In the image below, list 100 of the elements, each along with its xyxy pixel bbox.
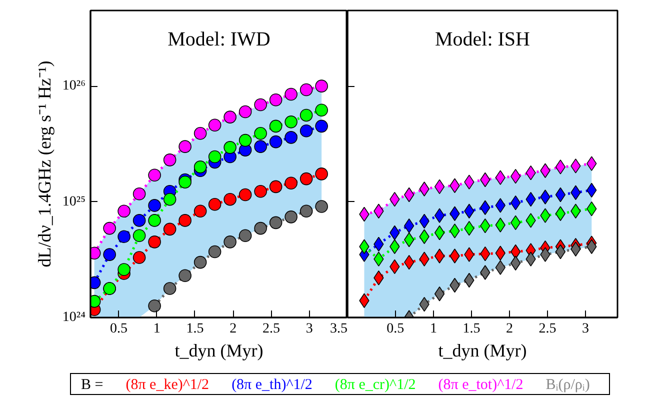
point xyxy=(495,170,506,185)
y-tick-label: 10²⁶ xyxy=(62,78,86,94)
point xyxy=(434,179,445,194)
point xyxy=(464,174,474,190)
point xyxy=(132,188,146,200)
x-tick-label: 3 xyxy=(582,322,590,336)
point xyxy=(315,120,328,133)
point xyxy=(419,252,430,266)
x-tick-label: 1 xyxy=(153,322,160,336)
point xyxy=(224,236,236,248)
point xyxy=(300,83,313,96)
point xyxy=(178,214,192,227)
point xyxy=(254,140,267,153)
point xyxy=(480,265,490,280)
point xyxy=(284,176,298,190)
point xyxy=(194,160,207,174)
point xyxy=(208,118,222,132)
point xyxy=(269,135,282,148)
point xyxy=(118,263,130,276)
point xyxy=(300,172,313,186)
point xyxy=(300,108,313,122)
point xyxy=(434,248,445,264)
y-tick-label: 10²⁵ xyxy=(62,194,86,210)
point xyxy=(450,248,460,264)
point xyxy=(555,206,566,222)
point xyxy=(374,252,384,266)
point xyxy=(284,116,298,128)
point xyxy=(269,93,282,106)
text: (8π e_th)^1/2 xyxy=(232,377,312,393)
point xyxy=(540,247,550,262)
point xyxy=(103,248,116,261)
x-tick-label: 0.5 xyxy=(110,322,128,336)
x-tick-label: 0.5 xyxy=(386,322,404,336)
point xyxy=(315,168,328,180)
point xyxy=(315,104,328,116)
point xyxy=(284,131,298,144)
point xyxy=(540,208,550,223)
point xyxy=(254,98,267,112)
point xyxy=(555,160,566,174)
point xyxy=(238,105,252,118)
x-tick-label: 2.5 xyxy=(538,322,556,336)
x-tick-label: 2.5 xyxy=(262,322,280,336)
point xyxy=(178,140,192,153)
point xyxy=(570,158,581,174)
point xyxy=(194,204,207,218)
point xyxy=(103,222,116,235)
point xyxy=(526,213,536,228)
point xyxy=(434,208,445,223)
point xyxy=(132,229,146,242)
point xyxy=(284,210,298,224)
point xyxy=(586,239,597,254)
text: Bᵢ(ρ/ρᵢ) xyxy=(546,377,590,393)
point xyxy=(269,216,282,230)
x-tick-label: 1.5 xyxy=(186,322,204,336)
point xyxy=(178,269,192,282)
point xyxy=(238,188,252,202)
point xyxy=(555,187,566,202)
point xyxy=(148,236,161,248)
point xyxy=(586,156,597,171)
x-tick-label: 2 xyxy=(230,322,237,336)
x-tick-label: 1.5 xyxy=(462,322,480,336)
point xyxy=(269,120,282,133)
text: (8π e_ke)^1/2 xyxy=(126,377,210,393)
point xyxy=(254,222,267,235)
point xyxy=(495,218,506,232)
point xyxy=(359,293,370,308)
point xyxy=(269,180,282,194)
x-tick-label: 3.5 xyxy=(330,322,348,336)
point xyxy=(148,214,161,227)
point xyxy=(434,286,445,302)
x-axis-title: t_dyn (Myr) xyxy=(174,340,264,360)
point xyxy=(194,256,207,269)
text: Model: ISH xyxy=(435,28,530,50)
point xyxy=(163,192,176,206)
point xyxy=(390,239,400,254)
point xyxy=(300,124,313,138)
point xyxy=(208,150,222,164)
point xyxy=(526,252,536,266)
point xyxy=(194,127,207,140)
point xyxy=(224,141,236,154)
point xyxy=(540,190,550,204)
point xyxy=(495,198,506,213)
x-tick-label: 1 xyxy=(430,322,437,336)
point xyxy=(238,134,252,147)
point xyxy=(555,244,566,260)
x-tick-label: 3 xyxy=(306,322,313,336)
point xyxy=(118,230,130,244)
y-tick-label: 10²⁴ xyxy=(62,310,86,325)
point xyxy=(254,185,267,198)
point xyxy=(163,154,176,166)
point xyxy=(300,204,313,218)
point xyxy=(118,204,130,218)
point xyxy=(315,200,328,213)
point xyxy=(208,245,222,258)
x-tick-label: 2 xyxy=(506,322,513,336)
point xyxy=(254,127,267,140)
point xyxy=(208,198,222,211)
text: Model: IWD xyxy=(168,28,270,50)
point xyxy=(284,88,298,101)
y-axis-title: dL/dν_1.4GHz (erg s⁻¹ Hz⁻¹) xyxy=(34,60,54,268)
